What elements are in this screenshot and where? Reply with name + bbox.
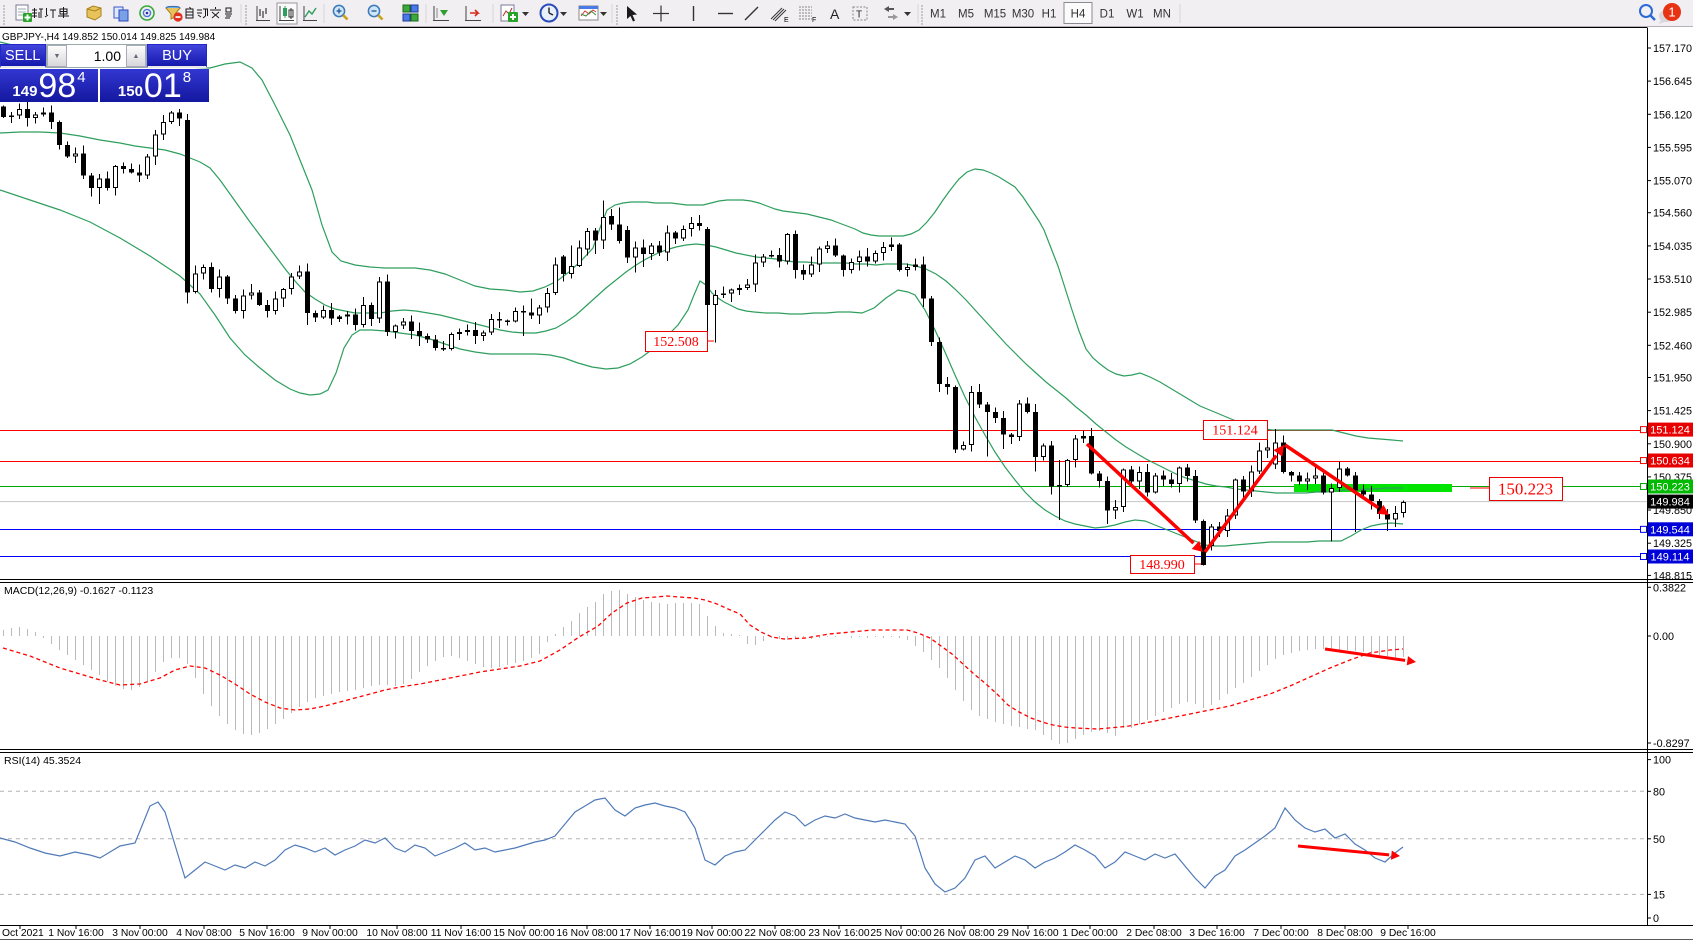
svg-text:16 Nov 08:00: 16 Nov 08:00 xyxy=(556,928,618,939)
svg-text:22 Nov 08:00: 22 Nov 08:00 xyxy=(744,928,806,939)
svg-text:9 Dec 16:00: 9 Dec 16:00 xyxy=(1380,928,1436,939)
svg-text:F: F xyxy=(812,17,816,24)
svg-text:7 Dec 00:00: 7 Dec 00:00 xyxy=(1253,928,1309,939)
svg-text:149.984: 149.984 xyxy=(1650,497,1690,509)
svg-text:151.425: 151.425 xyxy=(1653,406,1692,418)
svg-text:100: 100 xyxy=(1653,755,1671,767)
svg-text:156.645: 156.645 xyxy=(1653,76,1692,88)
svg-text:15: 15 xyxy=(1653,889,1665,901)
svg-text:150.634: 150.634 xyxy=(1650,456,1690,468)
svg-text:23 Nov 16:00: 23 Nov 16:00 xyxy=(808,928,870,939)
svg-text:157.170: 157.170 xyxy=(1653,43,1692,55)
svg-text:W1: W1 xyxy=(1126,9,1143,21)
svg-text:153.510: 153.510 xyxy=(1653,274,1692,286)
svg-text:4 Nov 08:00: 4 Nov 08:00 xyxy=(176,928,232,939)
svg-text:150.223: 150.223 xyxy=(1498,480,1553,499)
svg-text:50: 50 xyxy=(1653,834,1665,846)
svg-text:154.560: 154.560 xyxy=(1653,208,1692,220)
svg-text:80: 80 xyxy=(1653,786,1665,798)
svg-text:M15: M15 xyxy=(984,9,1006,21)
svg-text:152.985: 152.985 xyxy=(1653,307,1692,319)
svg-text:0: 0 xyxy=(1653,913,1659,925)
svg-text:D1: D1 xyxy=(1100,9,1115,21)
svg-text:15 Nov 00:00: 15 Nov 00:00 xyxy=(493,928,555,939)
svg-text:M5: M5 xyxy=(958,9,974,21)
svg-text:150.900: 150.900 xyxy=(1653,439,1692,451)
svg-text:155.595: 155.595 xyxy=(1653,142,1692,154)
svg-text:A: A xyxy=(830,6,840,22)
svg-text:150.223: 150.223 xyxy=(1650,482,1690,494)
svg-text:H4: H4 xyxy=(1071,9,1086,21)
svg-text:19 Nov 00:00: 19 Nov 00:00 xyxy=(681,928,743,939)
svg-text:25 Nov 00:00: 25 Nov 00:00 xyxy=(870,928,932,939)
svg-text:9 Nov 00:00: 9 Nov 00:00 xyxy=(302,928,358,939)
svg-text:29 Nov 16:00: 29 Nov 16:00 xyxy=(997,928,1059,939)
svg-text:26 Nov 08:00: 26 Nov 08:00 xyxy=(933,928,995,939)
svg-text:17 Nov 16:00: 17 Nov 16:00 xyxy=(619,928,681,939)
svg-text:M30: M30 xyxy=(1012,9,1034,21)
svg-text:148.990: 148.990 xyxy=(1139,558,1185,573)
svg-text:3 Nov 00:00: 3 Nov 00:00 xyxy=(112,928,168,939)
svg-text:156.120: 156.120 xyxy=(1653,109,1692,121)
svg-text:149.114: 149.114 xyxy=(1651,552,1690,564)
svg-text:E: E xyxy=(784,17,789,24)
svg-text:1: 1 xyxy=(1668,5,1675,20)
svg-text:GBPJPY-,H4 149.852 150.014 14: GBPJPY-,H4 149.852 150.014 149.825 149.9… xyxy=(2,32,216,43)
svg-text:M1: M1 xyxy=(930,9,946,21)
svg-text:149.544: 149.544 xyxy=(1650,524,1690,536)
svg-text:Oct 2021: Oct 2021 xyxy=(2,928,44,939)
svg-text:151.124: 151.124 xyxy=(1650,425,1690,437)
svg-text:2 Dec 08:00: 2 Dec 08:00 xyxy=(1126,928,1182,939)
svg-text:10 Nov 08:00: 10 Nov 08:00 xyxy=(366,928,428,939)
svg-text:1 Dec 00:00: 1 Dec 00:00 xyxy=(1062,928,1118,939)
svg-text:RSI(14) 45.3524: RSI(14) 45.3524 xyxy=(4,755,81,767)
svg-text:0.3822: 0.3822 xyxy=(1653,582,1686,594)
svg-text:151.950: 151.950 xyxy=(1653,373,1692,385)
svg-text:8 Dec 08:00: 8 Dec 08:00 xyxy=(1317,928,1373,939)
svg-text:154.035: 154.035 xyxy=(1653,241,1692,253)
svg-text:149.325: 149.325 xyxy=(1653,538,1692,550)
svg-text:H1: H1 xyxy=(1042,9,1057,21)
svg-text:152.508: 152.508 xyxy=(653,335,699,350)
svg-text:3 Dec 16:00: 3 Dec 16:00 xyxy=(1189,928,1245,939)
svg-text:155.070: 155.070 xyxy=(1653,176,1692,188)
svg-text:0.00: 0.00 xyxy=(1653,631,1674,643)
svg-text:MN: MN xyxy=(1153,9,1171,21)
svg-text:152.460: 152.460 xyxy=(1653,340,1692,352)
svg-text:148.815: 148.815 xyxy=(1653,570,1692,582)
svg-text:T: T xyxy=(856,10,862,21)
svg-text:1 Nov 16:00: 1 Nov 16:00 xyxy=(48,928,104,939)
svg-text:151.124: 151.124 xyxy=(1212,424,1258,439)
svg-text:MACD(12,26,9) -0.1627 -0.1123: MACD(12,26,9) -0.1627 -0.1123 xyxy=(4,585,153,597)
svg-text:11 Nov 16:00: 11 Nov 16:00 xyxy=(431,928,492,939)
svg-text:-0.8297: -0.8297 xyxy=(1653,738,1690,750)
svg-text:5 Nov 16:00: 5 Nov 16:00 xyxy=(239,928,295,939)
